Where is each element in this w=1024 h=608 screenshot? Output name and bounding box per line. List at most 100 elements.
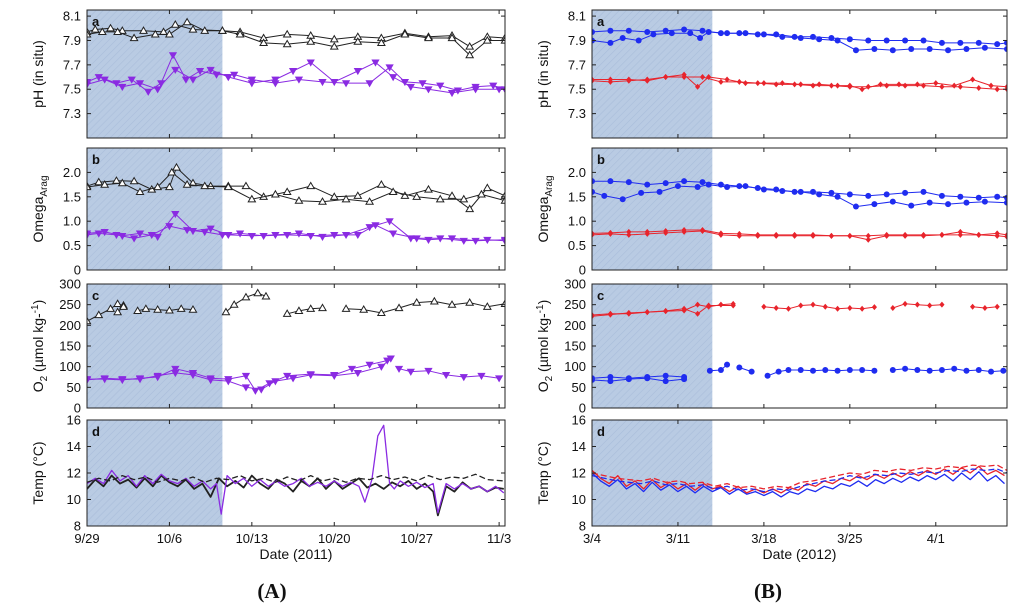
data-point-black: [87, 29, 92, 38]
series-line-blue-0: [592, 29, 1007, 45]
data-point-black: [247, 194, 257, 203]
data-point-blue: [975, 194, 982, 201]
data-point-blue: [963, 46, 970, 53]
y-tick-label: 10: [572, 492, 586, 507]
shaded-period: [87, 148, 223, 270]
data-point-blue: [706, 367, 713, 374]
data-point-black: [329, 41, 339, 50]
data-point-purple: [206, 66, 215, 74]
data-point-red: [773, 232, 779, 239]
data-point-blue: [635, 37, 642, 44]
data-point-purple: [112, 231, 121, 240]
data-point-black: [376, 180, 386, 188]
data-point-black: [388, 187, 398, 196]
data-point-red: [644, 309, 650, 316]
data-point-purple: [471, 86, 480, 94]
data-point-black: [394, 303, 404, 312]
data-point-blue: [601, 192, 608, 199]
data-point-blue: [644, 375, 651, 382]
figure-caption: (A): [257, 579, 286, 603]
y-tick-label: 200: [564, 318, 586, 333]
data-point-purple: [489, 82, 498, 90]
data-point-blue: [920, 188, 927, 195]
data-point-blue: [681, 26, 688, 33]
panel-letter: a: [92, 14, 100, 29]
series-line-red-3: [592, 76, 1007, 90]
data-point-blue: [908, 46, 915, 53]
data-point-black: [139, 26, 148, 34]
data-point-purple: [406, 368, 415, 376]
data-point-red: [865, 232, 871, 239]
data-point-blue: [834, 37, 841, 44]
data-point-red: [914, 301, 920, 308]
data-point-purple: [195, 68, 205, 76]
data-point-purple: [371, 59, 380, 67]
data-point-blue: [717, 366, 724, 373]
panel-letter: c: [597, 288, 604, 303]
data-point-purple: [385, 64, 394, 72]
data-point-black: [270, 189, 280, 198]
data-point-purple: [168, 52, 178, 60]
data-point-blue: [852, 47, 859, 54]
data-point-purple: [424, 367, 433, 375]
data-point-purple: [94, 230, 103, 238]
data-point-black: [294, 306, 304, 314]
data-point-purple: [129, 235, 139, 243]
y-tick-label: 0: [579, 401, 586, 416]
y-axis-label: pH (in situ): [535, 40, 551, 108]
data-point-red: [607, 311, 614, 318]
data-point-purple: [224, 378, 233, 386]
plot-frame: [591, 9, 1008, 139]
data-point-blue: [705, 181, 712, 188]
data-point-red: [742, 80, 749, 87]
data-point-black: [133, 306, 143, 314]
data-point-blue: [957, 39, 964, 46]
data-point-blue: [883, 37, 890, 44]
y-tick-label: 250: [59, 297, 81, 312]
data-point-red: [951, 82, 957, 89]
data-point-purple: [153, 86, 162, 94]
y-tick-label: 150: [564, 339, 586, 354]
data-point-black: [447, 300, 457, 308]
y-axis-label: OmegaArag: [30, 175, 50, 242]
data-point-blue: [1004, 46, 1007, 53]
data-point-purple: [218, 231, 227, 240]
data-point-blue: [779, 33, 786, 40]
data-point-blue: [852, 203, 859, 210]
data-point-red: [859, 305, 865, 312]
data-point-red: [779, 80, 785, 87]
data-point-black: [341, 304, 351, 312]
data-point-black: [113, 299, 123, 307]
data-point-blue: [724, 361, 731, 368]
data-point-red: [644, 230, 650, 237]
data-point-red: [828, 82, 835, 89]
data-point-blue: [908, 202, 915, 209]
panel-b-d: 8 10 12 14 16 3/4 3/11 3/18 3/25 4/1 d Temp (°C): [535, 413, 1008, 546]
data-point-black: [106, 23, 116, 32]
y-tick-label: 8.1: [568, 9, 586, 24]
data-point-blue: [889, 198, 896, 205]
data-point-purple: [353, 369, 362, 378]
data-point-red: [865, 83, 871, 90]
data-point-blue: [1000, 367, 1007, 374]
data-point-purple: [318, 79, 327, 87]
data-point-blue: [945, 201, 952, 208]
data-point-purple: [251, 387, 260, 395]
data-point-red: [663, 229, 669, 236]
data-point-red: [865, 236, 871, 243]
data-point-blue: [773, 186, 780, 193]
data-point-black: [229, 300, 239, 308]
data-point-purple: [94, 74, 103, 82]
y-tick-label: 100: [564, 359, 586, 374]
data-point-red: [902, 300, 908, 307]
data-point-blue: [619, 196, 626, 203]
data-point-black: [176, 304, 186, 312]
data-point-blue: [644, 181, 651, 188]
data-point-red: [798, 302, 804, 309]
x-tick-label: 3/25: [837, 531, 862, 546]
data-point-purple: [394, 365, 404, 373]
y-tick-label: 2.0: [63, 165, 81, 180]
data-point-red: [884, 231, 890, 238]
data-point-purple: [459, 237, 468, 245]
data-point-black: [164, 305, 174, 314]
